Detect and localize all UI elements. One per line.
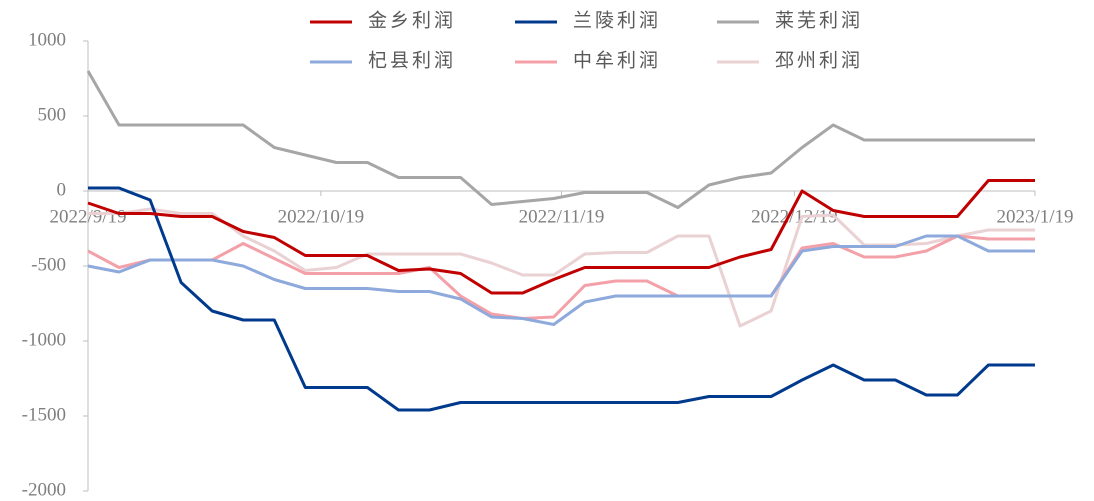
y-tick-label: -2000	[22, 479, 66, 500]
series-line	[87, 179, 1035, 295]
x-tick-label: 2023/1/19	[996, 206, 1073, 227]
x-tick-label: 2022/9/19	[49, 206, 126, 227]
series-line	[87, 234, 1035, 320]
y-tick-label: -1000	[22, 329, 66, 350]
series-line	[86, 70, 1035, 209]
y-tick-label: -500	[31, 254, 66, 275]
y-tick-label: 1000	[28, 29, 66, 50]
series-line	[88, 186, 1035, 412]
legend-label: 邳州利润	[775, 49, 863, 71]
series-line	[87, 234, 1035, 326]
y-tick-label: 0	[57, 179, 67, 200]
legend-label: 兰陵利润	[573, 9, 661, 31]
y-tick-label: -1500	[22, 404, 66, 425]
legend-label: 中牟利润	[573, 49, 661, 71]
x-tick-label: 2022/10/19	[278, 206, 365, 227]
legend-label: 杞县利润	[368, 49, 456, 71]
y-tick-label: 500	[38, 104, 67, 125]
x-tick-label: 2022/11/19	[519, 206, 605, 227]
legend-label: 莱芜利润	[775, 9, 863, 31]
x-tick-label: 2022/12/19	[751, 206, 838, 227]
legend-label: 金乡利润	[368, 9, 456, 31]
